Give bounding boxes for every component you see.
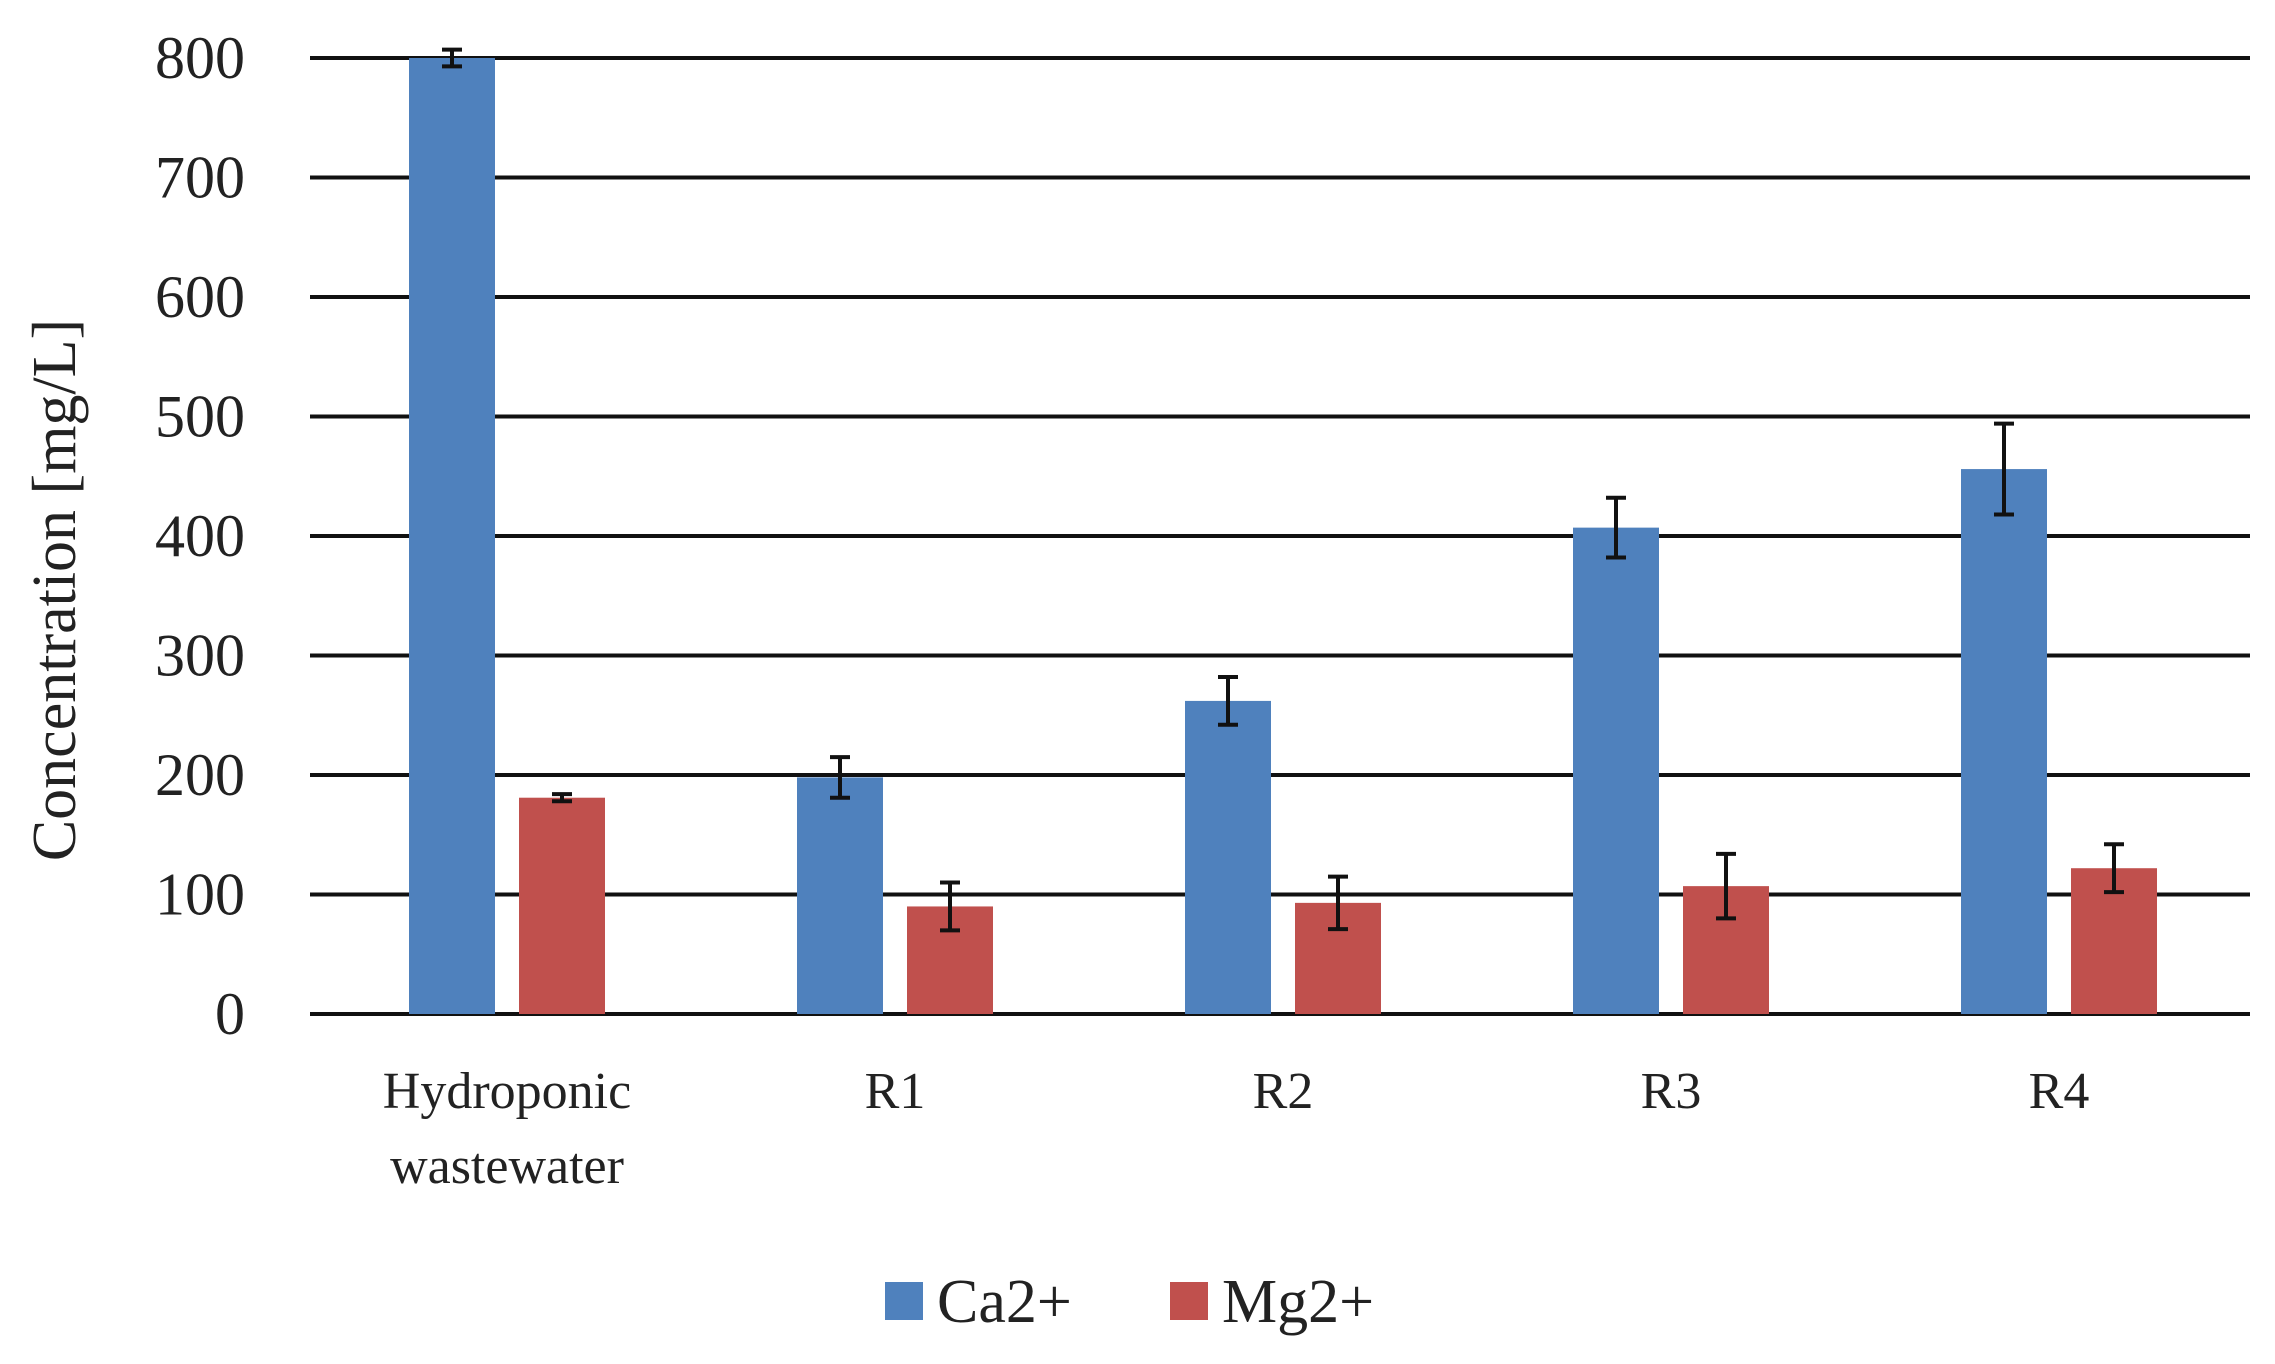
- x-category-label: R1: [865, 1063, 926, 1120]
- error-bar: [1606, 495, 1626, 560]
- legend: Ca2+ Mg2+: [885, 1268, 1374, 1336]
- error-bar: [1716, 851, 1736, 921]
- bar-ca2-3: [1573, 527, 1659, 1014]
- y-tick-label: 600: [155, 264, 245, 330]
- error-bar: [940, 880, 960, 933]
- error-bar: [830, 755, 850, 800]
- gridlines: [310, 56, 2250, 1016]
- legend-label: Mg2+: [1222, 1268, 1374, 1336]
- bar-ca2-4: [1961, 469, 2047, 1015]
- error-bars: [442, 47, 2124, 933]
- x-category-label: R3: [1641, 1063, 1702, 1120]
- y-tick-label: 400: [155, 503, 245, 569]
- x-category-label: R2: [1253, 1063, 1314, 1120]
- bars: [409, 58, 2157, 1015]
- error-bar: [552, 792, 572, 804]
- y-tick-label: 100: [155, 862, 245, 928]
- error-bar: [1218, 675, 1238, 727]
- legend-label: Ca2+: [937, 1268, 1072, 1336]
- y-tick-label: 0: [215, 981, 245, 1047]
- error-bar: [1994, 421, 2014, 517]
- y-tick-label: 300: [155, 623, 245, 689]
- bar-ca2-2: [1185, 700, 1271, 1014]
- y-tick-label: 800: [155, 25, 245, 91]
- x-category-label: wastewater: [390, 1138, 624, 1195]
- y-tick-label: 200: [155, 742, 245, 808]
- error-bar: [442, 47, 462, 69]
- y-axis-ticks: 0 100 200 300 400 500 600 700 800: [155, 25, 245, 1047]
- x-category-label: R4: [2029, 1063, 2090, 1120]
- error-bar: [1328, 874, 1348, 932]
- x-category-label: Hydroponic: [383, 1063, 631, 1120]
- y-tick-label: 500: [155, 384, 245, 450]
- error-bar: [2104, 842, 2124, 895]
- y-axis-title: Concentration [mg/L]: [21, 319, 89, 861]
- y-tick-label: 700: [155, 145, 245, 211]
- legend-swatch: [1170, 1282, 1208, 1320]
- bar-ca2-1: [797, 777, 883, 1014]
- x-axis-categories: Hydroponic wastewater R1 R2 R3 R4: [383, 1063, 2090, 1195]
- legend-swatch: [885, 1282, 923, 1320]
- bar-mg2-0: [519, 797, 605, 1014]
- bar-ca2-0: [409, 58, 495, 1014]
